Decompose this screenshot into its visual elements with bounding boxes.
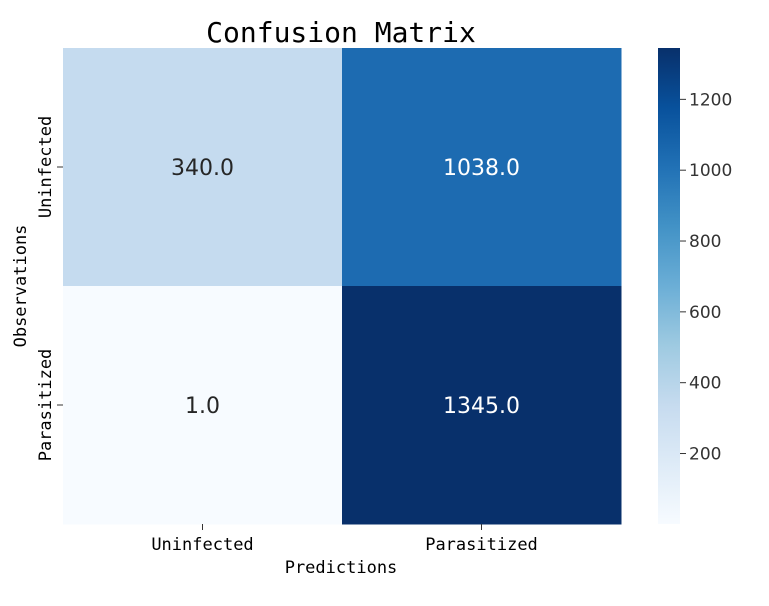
cell-value-label: 1.0	[185, 394, 220, 419]
cell-value-label: 1038.0	[443, 156, 520, 181]
y-tick-label: Uninfected	[36, 116, 56, 218]
colorbar-gradient	[658, 48, 680, 524]
heatmap-cells	[63, 48, 622, 525]
colorbar: 200 400 600 800 1000 1200	[658, 48, 732, 524]
chart-title: Confusion Matrix	[206, 16, 476, 49]
heatmap-cell	[342, 286, 622, 525]
cell-value-label: 1345.0	[443, 394, 520, 419]
y-axis: Uninfected Parasitized	[36, 116, 63, 461]
heatmap-cell	[63, 286, 343, 525]
y-axis-label: Observations	[11, 225, 31, 348]
colorbar-tick-label: 400	[689, 374, 721, 394]
heatmap-cell	[63, 48, 343, 287]
x-axis-label: Predictions	[285, 558, 398, 578]
colorbar-tick-label: 1000	[689, 161, 732, 181]
heatmap-cell-labels: 340.0 1038.0 1.0 1345.0	[171, 156, 520, 419]
colorbar-tick-label: 200	[689, 445, 721, 465]
heatmap-cell	[342, 48, 622, 287]
colorbar-tick-label: 600	[689, 303, 721, 323]
colorbar-tick-label: 1200	[689, 90, 732, 110]
x-tick-label: Uninfected	[151, 535, 253, 555]
x-tick-label: Parasitized	[425, 535, 538, 555]
x-axis: Uninfected Parasitized	[151, 524, 538, 555]
colorbar-tick-label: 800	[689, 232, 721, 252]
cell-value-label: 340.0	[171, 156, 234, 181]
y-tick-label: Parasitized	[36, 349, 56, 462]
